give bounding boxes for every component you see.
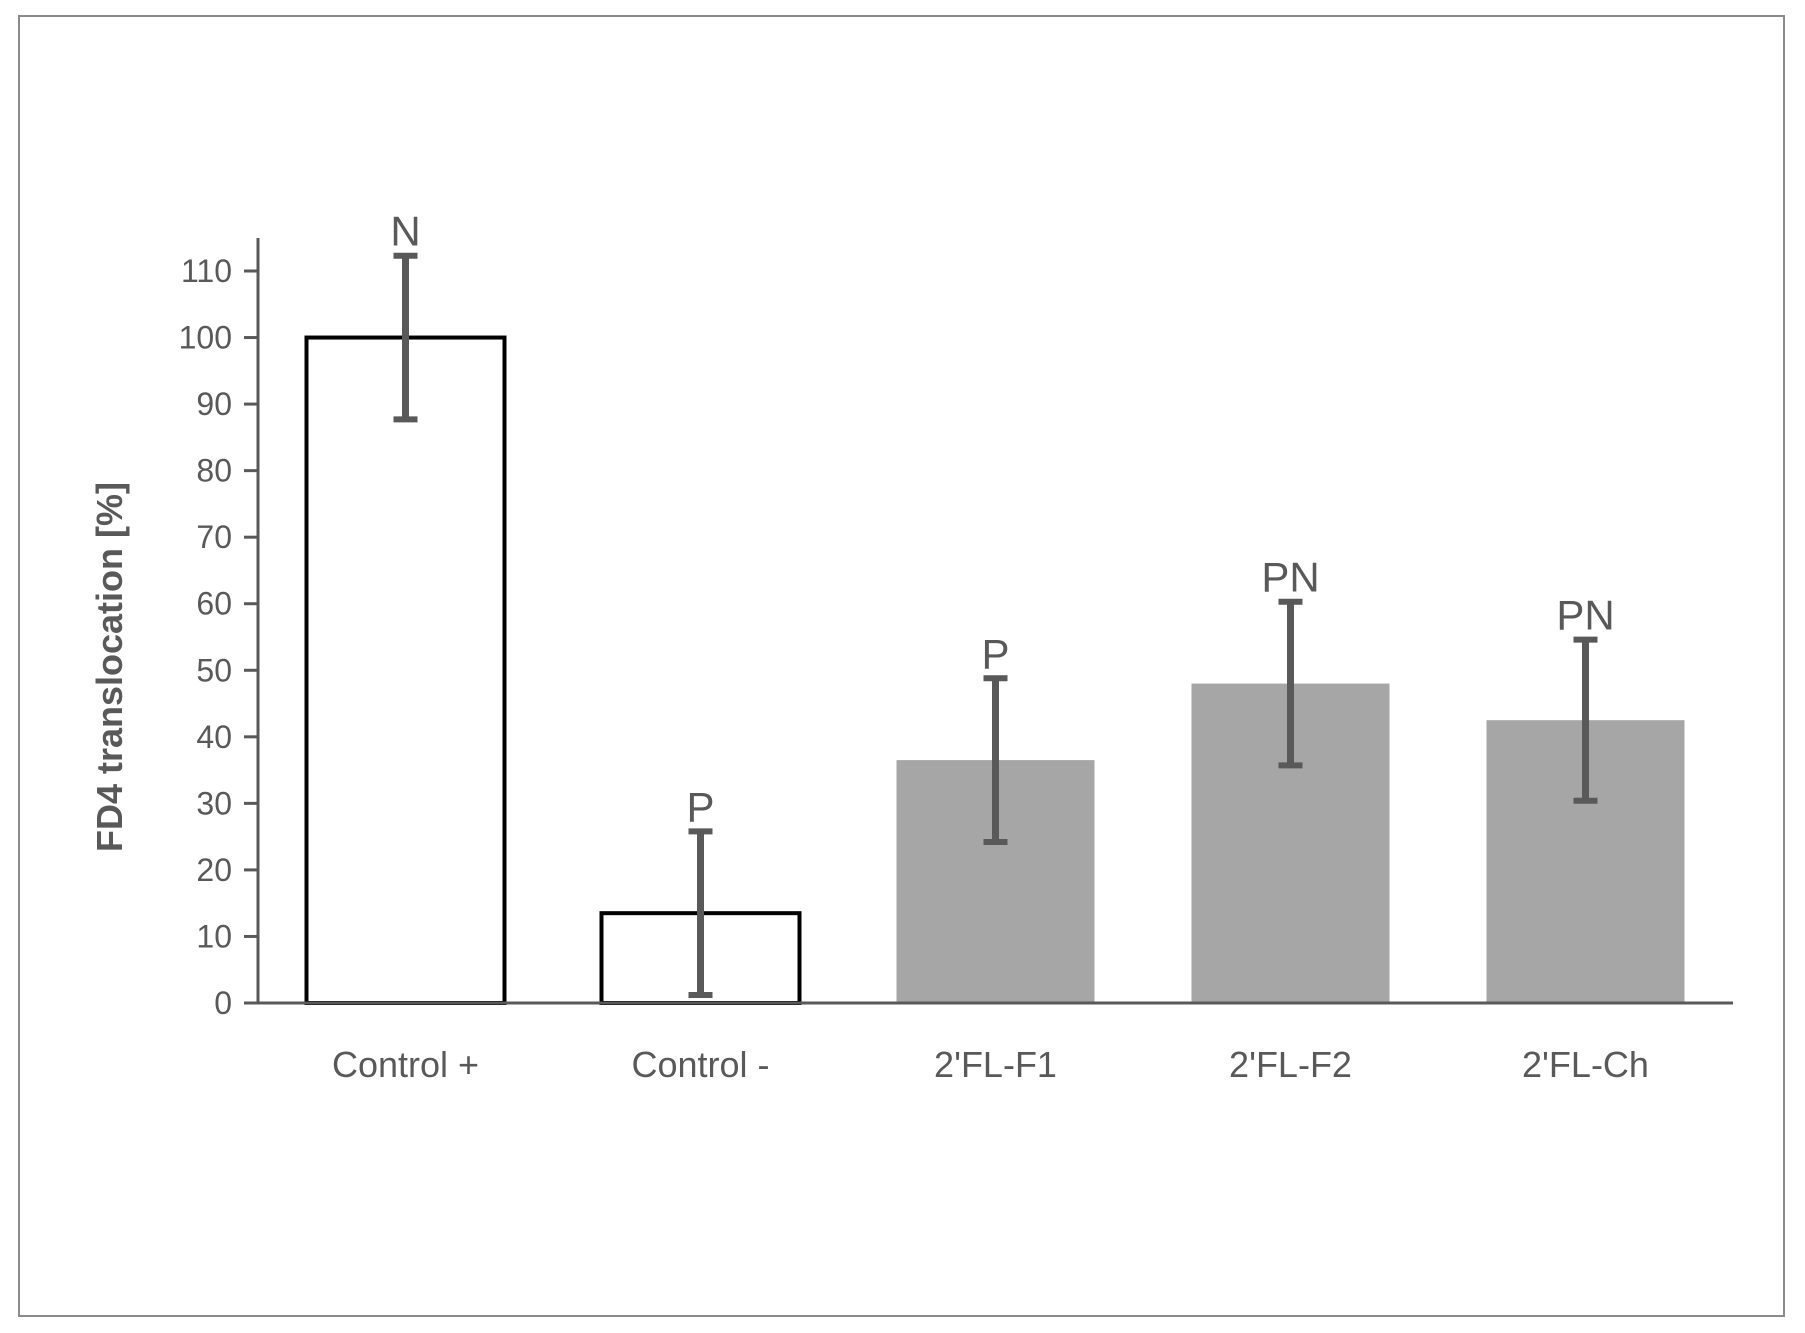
y-tick-label: 50: [196, 652, 232, 688]
y-tick-label: 10: [196, 918, 232, 954]
y-tick-label: 40: [196, 719, 232, 755]
x-category-label: 2'FL-F1: [934, 1044, 1057, 1085]
significance-label: PN: [1556, 592, 1614, 639]
y-tick-label: 90: [196, 386, 232, 422]
y-tick-label: 30: [196, 785, 232, 821]
significance-label: P: [981, 630, 1009, 677]
x-category-label: Control +: [332, 1044, 479, 1085]
significance-labels: N P P PN PN: [390, 208, 1614, 831]
y-tick-label: 100: [179, 320, 232, 356]
y-tick-label: 80: [196, 453, 232, 489]
x-category-labels: Control + Control - 2'FL-F1 2'FL-F2 2'FL-Ch: [332, 1044, 1649, 1085]
significance-label: N: [390, 208, 420, 255]
error-bars-layer: [393, 252, 1598, 999]
y-tick-label: 60: [196, 586, 232, 622]
bar: [304, 335, 507, 1005]
y-axis-title: FD4 translocation [%]: [89, 482, 130, 852]
y-tick-label: 0: [214, 985, 232, 1021]
y-tick-label: 20: [196, 852, 232, 888]
x-category-label: 2'FL-Ch: [1522, 1044, 1649, 1085]
y-tick-label: 70: [196, 519, 232, 555]
y-ticks-layer: 0 10 20 30 40 50 60 70 80 90 100 110: [179, 253, 258, 1021]
axes-layer: [244, 238, 1733, 1005]
significance-label: PN: [1261, 554, 1319, 601]
significance-label: P: [686, 783, 714, 830]
x-category-label: 2'FL-F2: [1229, 1044, 1352, 1085]
x-category-label: Control -: [631, 1044, 769, 1085]
y-tick-label: 110: [181, 253, 232, 289]
